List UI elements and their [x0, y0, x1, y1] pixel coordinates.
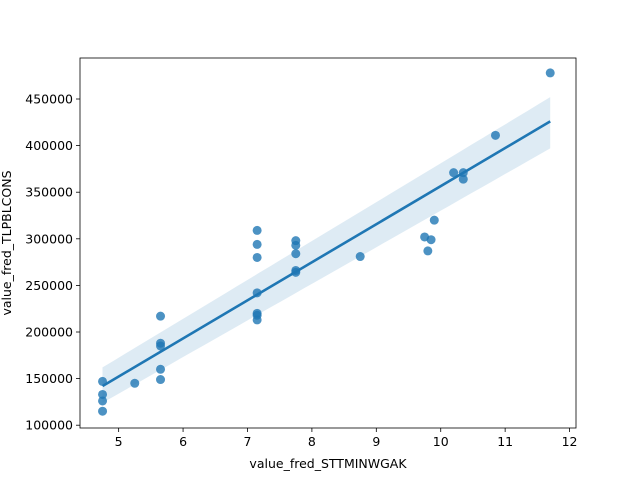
x-axis: 5 6 7 8 9 10 11 12: [115, 428, 578, 449]
y-tick-label: 400000: [25, 138, 73, 153]
x-tick-label: 10: [433, 434, 449, 449]
y-tick-label: 250000: [25, 278, 73, 293]
data-point: [252, 315, 262, 325]
confidence-band: [102, 97, 551, 403]
x-tick-label: 11: [497, 434, 513, 449]
data-point: [426, 235, 436, 245]
x-tick-label: 5: [115, 434, 123, 449]
data-point: [355, 252, 365, 262]
data-point: [423, 246, 433, 256]
y-axis-label: value_fred_TLPBLCONS: [0, 170, 14, 315]
x-tick-label: 12: [562, 434, 578, 449]
plot-area: [79, 57, 577, 429]
data-point: [130, 378, 140, 388]
data-point: [545, 68, 555, 78]
y-tick-label: 150000: [25, 371, 73, 386]
x-tick-label: 8: [308, 434, 316, 449]
data-point: [252, 252, 262, 262]
y-tick-label: 200000: [25, 325, 73, 340]
y-tick-label: 450000: [25, 92, 73, 107]
data-point: [156, 364, 166, 374]
data-point: [429, 215, 439, 225]
data-point: [449, 168, 459, 178]
x-tick-label: 7: [244, 434, 252, 449]
x-tick-label: 9: [372, 434, 380, 449]
y-tick-label: 100000: [25, 418, 73, 433]
regression-line: [101, 120, 551, 388]
data-point: [98, 406, 108, 416]
plot-frame: [79, 57, 577, 429]
data-point: [458, 174, 468, 184]
data-point: [490, 130, 500, 140]
data-point: [252, 239, 262, 249]
data-point: [156, 341, 166, 351]
data-point: [98, 389, 108, 399]
data-point: [252, 225, 262, 235]
data-point: [98, 396, 108, 406]
data-point: [291, 249, 301, 259]
x-tick-label: 6: [179, 434, 187, 449]
y-tick-label: 300000: [25, 231, 73, 246]
y-axis: 100000 150000 200000 250000 300000 350000 4000…: [25, 92, 80, 433]
data-point: [291, 240, 301, 250]
data-point: [156, 375, 166, 385]
y-tick-label: 350000: [25, 185, 73, 200]
x-axis-label: value_fred_STTMINWGAK: [249, 456, 407, 471]
data-point: [156, 311, 166, 321]
